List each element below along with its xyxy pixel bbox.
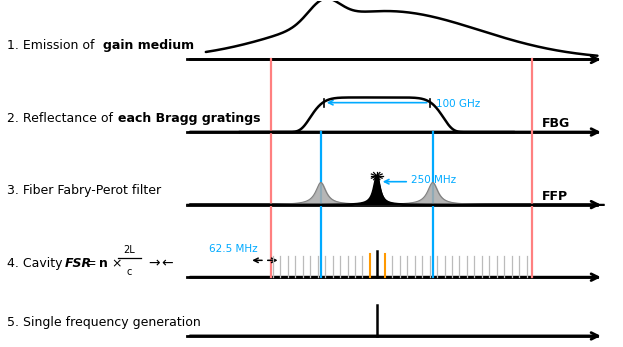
Text: 4. Cavity: 4. Cavity [7,257,67,270]
Text: 62.5 MHz: 62.5 MHz [209,244,258,254]
Text: n: n [99,257,108,270]
Text: 100 GHz: 100 GHz [436,99,480,109]
Text: →: → [149,256,160,270]
Text: =: = [87,257,101,270]
Text: 2L: 2L [123,245,135,255]
Text: c: c [126,267,132,277]
Text: gain medium: gain medium [103,39,194,52]
Text: 250 MHz: 250 MHz [411,175,456,185]
Text: 1. Emission of: 1. Emission of [7,39,98,52]
Text: 5. Single frequency generation: 5. Single frequency generation [7,316,201,329]
Text: FSR: FSR [65,257,92,270]
Text: each Bragg gratings: each Bragg gratings [118,112,260,125]
Text: ×: × [108,257,122,270]
Text: ←: ← [161,256,173,270]
Text: FBG: FBG [541,117,570,130]
Text: FFP: FFP [541,190,568,203]
Text: 3. Fiber Fabry-Perot filter: 3. Fiber Fabry-Perot filter [7,184,161,197]
Text: 2. Reflectance of: 2. Reflectance of [7,112,117,125]
